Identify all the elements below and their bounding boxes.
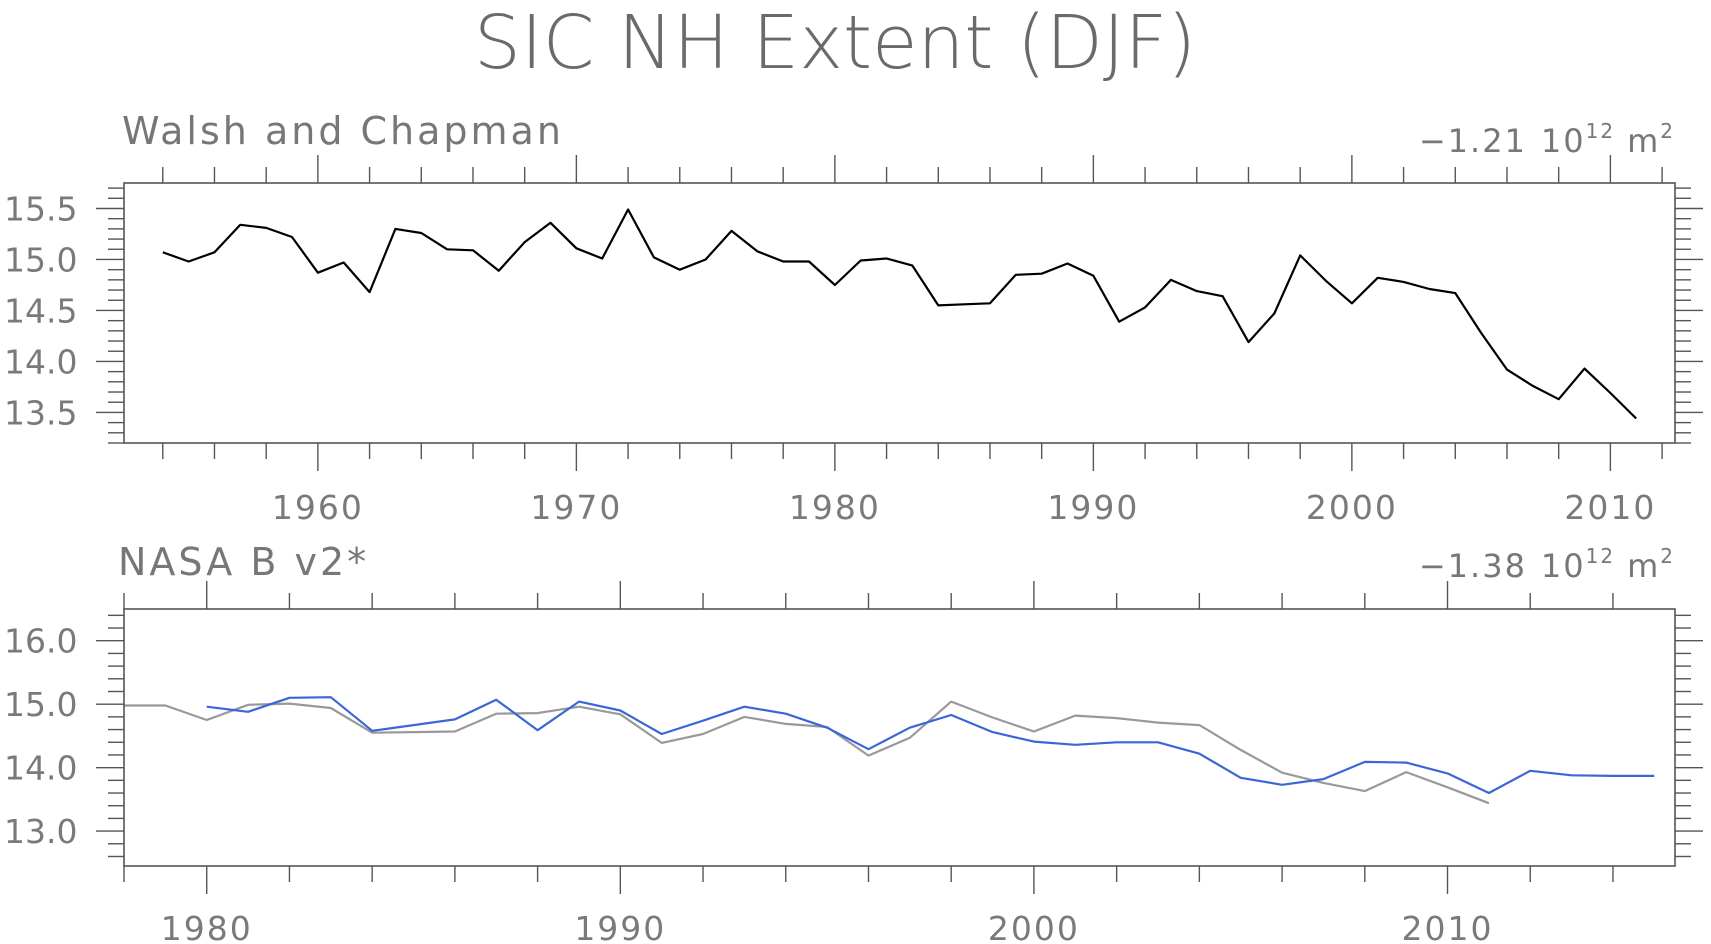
x-tick-label: 1960 (272, 488, 364, 527)
plot-frame (123, 608, 1676, 867)
trend-unit: m (1627, 547, 1660, 585)
panel-subtitle: Walsh and Chapman (122, 109, 564, 153)
trend-value: −1.21 (1419, 122, 1527, 160)
panel-walsh-chapman: Walsh and Chapman −1.21 1012 m2 1960 1970 19… (4, 109, 1703, 527)
tick-marks (96, 581, 1703, 894)
trend-base: 10 (1541, 547, 1586, 585)
x-tick-label: 1990 (1047, 488, 1139, 527)
y-tick-label: 15.0 (4, 240, 77, 279)
y-tick-label: 15.0 (4, 685, 77, 724)
x-tick-label: 1980 (161, 909, 253, 944)
trend-annotation: −1.21 1012 m2 (1419, 119, 1675, 160)
y-tick-label: 14.5 (4, 291, 77, 330)
x-tick-label: 2000 (1306, 488, 1398, 527)
trend-unit-exponent: 2 (1660, 544, 1675, 568)
trend-unit: m (1627, 122, 1660, 160)
x-tick-label: 2010 (1402, 909, 1494, 944)
y-tick-label: 13.5 (4, 393, 77, 432)
series-line (162, 208, 1637, 420)
y-tick-label: 13.0 (4, 812, 77, 851)
trend-annotation: −1.38 1012 m2 (1419, 544, 1675, 585)
y-tick-label: 15.5 (4, 189, 77, 228)
trend-unit-exponent: 2 (1660, 119, 1675, 143)
y-tick-label: 14.0 (4, 342, 77, 381)
chart-title: SIC NH Extent (DJF) (474, 0, 1196, 86)
y-tick-label: 14.0 (4, 749, 77, 788)
x-tick-label: 2010 (1564, 488, 1656, 527)
panel-nasa-b-v2: NASA B v2* −1.38 1012 m2 1980 1990 2000 20101… (4, 540, 1703, 944)
x-tick-label: 1970 (530, 488, 622, 527)
x-tick-label: 1980 (789, 488, 881, 527)
panel-subtitle: NASA B v2* (118, 540, 369, 584)
tick-marks (96, 155, 1703, 471)
plot-frame (123, 182, 1676, 444)
trend-base: 10 (1541, 122, 1586, 160)
series-lines (124, 696, 1655, 805)
series-lines (162, 208, 1637, 420)
trend-exponent: 12 (1586, 544, 1615, 568)
y-tick-label: 16.0 (4, 622, 77, 661)
tick-labels: 1980 1990 2000 2010 13.0 14.0 15.0 16.0 (4, 622, 1494, 944)
x-tick-label: 2000 (988, 909, 1080, 944)
x-tick-label: 1990 (574, 909, 666, 944)
series-line (206, 696, 1655, 795)
tick-labels: 1960 1970 1980 1990 2000 2010 13.5 14.0 14.5 15.0… (4, 189, 1656, 527)
trend-exponent: 12 (1586, 119, 1615, 143)
series-line (124, 700, 1490, 805)
trend-value: −1.38 (1419, 547, 1527, 585)
